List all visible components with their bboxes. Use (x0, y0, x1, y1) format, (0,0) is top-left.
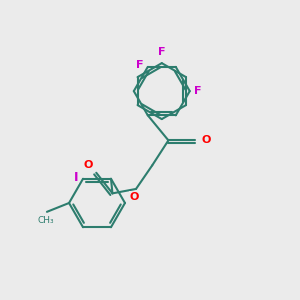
Text: I: I (74, 171, 79, 184)
Text: O: O (83, 160, 93, 170)
Text: F: F (158, 47, 166, 57)
Text: F: F (136, 60, 143, 70)
Text: CH₃: CH₃ (37, 216, 54, 225)
Text: O: O (201, 135, 211, 146)
Text: F: F (194, 86, 202, 96)
Text: O: O (130, 192, 139, 202)
